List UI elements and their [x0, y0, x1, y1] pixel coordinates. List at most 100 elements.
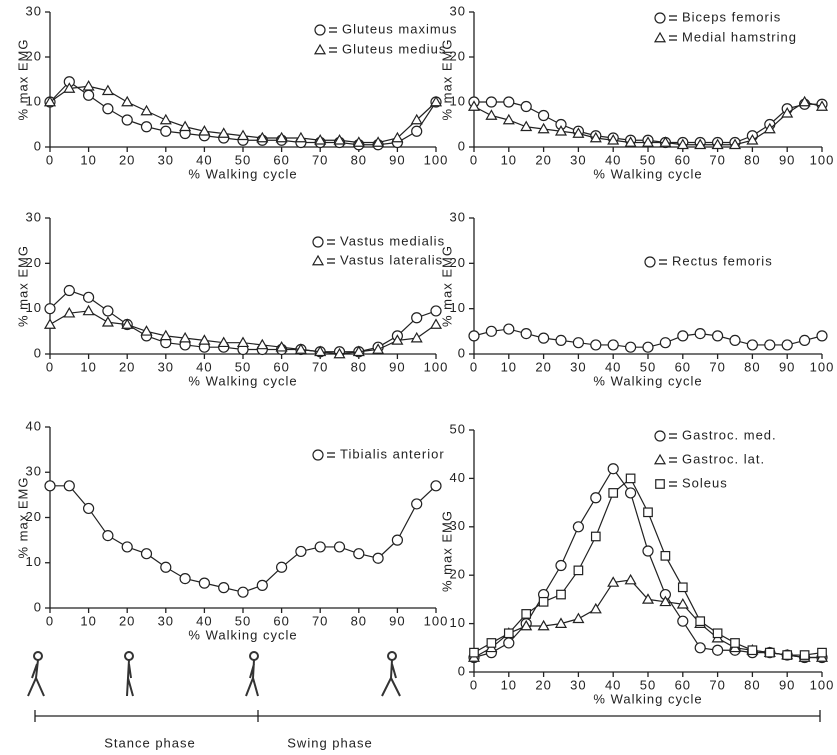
y-tick-label: 0 [34, 138, 42, 153]
x-tick-label: 70 [709, 677, 725, 692]
data-point [314, 134, 327, 145]
legend-marker [313, 43, 327, 55]
y-tick-label: 0 [34, 345, 42, 360]
data-point [747, 645, 758, 656]
data-point [590, 531, 601, 542]
data-point [503, 637, 515, 649]
data-point [677, 582, 688, 593]
data-point [294, 343, 307, 354]
legend-marker [314, 24, 326, 36]
legend-label: Biceps femoris [682, 9, 781, 24]
x-tick-label: 100 [810, 677, 835, 692]
y-tick-label: 0 [458, 663, 466, 678]
data-point [82, 80, 95, 91]
x-tick-label: 100 [424, 613, 449, 628]
data-point [781, 107, 794, 118]
x-tick-label: 30 [570, 152, 586, 167]
x-tick-label: 100 [424, 152, 449, 167]
data-point [140, 121, 153, 133]
data-point [333, 347, 346, 359]
y-tick-label: 20 [26, 255, 42, 270]
y-tick-label: 20 [26, 48, 42, 63]
data-point [556, 589, 566, 600]
y-axis-label: % max EMG [15, 245, 30, 327]
data-point [659, 136, 672, 147]
data-point [82, 304, 95, 316]
data-point [572, 521, 585, 533]
data-point [43, 95, 57, 107]
x-tick-label: 60 [273, 152, 289, 167]
data-point [43, 318, 57, 329]
data-point [746, 134, 759, 145]
data-point [121, 95, 134, 107]
y-tick-label: 10 [26, 554, 42, 569]
data-point [763, 122, 776, 134]
data-point [641, 136, 655, 147]
data-point [590, 339, 602, 351]
data-point [538, 596, 549, 607]
data-point [798, 95, 811, 107]
y-tick-label: 0 [458, 345, 466, 360]
y-tick-label: 30 [450, 518, 466, 533]
y-tick-label: 40 [450, 470, 466, 485]
data-point [102, 529, 114, 542]
data-point [217, 336, 230, 348]
x-tick-label: 60 [675, 359, 691, 374]
data-point [624, 136, 637, 147]
legend-label: Medial hamstring [682, 29, 797, 44]
data-point [590, 492, 602, 504]
x-tick-label: 30 [158, 152, 174, 167]
data-point [799, 650, 810, 660]
y-axis-label: % max EMG [439, 510, 454, 592]
data-point [429, 318, 443, 329]
data-point [572, 127, 585, 138]
x-tick-label: 100 [810, 152, 835, 167]
x-tick-label: 70 [709, 359, 725, 374]
data-point [102, 305, 114, 317]
data-point [276, 561, 288, 573]
data-point [160, 125, 172, 137]
data-point [764, 647, 775, 658]
data-point [782, 650, 793, 660]
data-point [411, 498, 423, 510]
data-point [589, 131, 602, 143]
data-point [572, 612, 585, 624]
data-point [63, 284, 75, 297]
x-tick-label: 60 [273, 359, 289, 374]
legend-marker [644, 256, 656, 268]
y-tick-label: 50 [450, 421, 466, 436]
data-point [469, 647, 479, 658]
data-point [746, 339, 759, 351]
data-point [294, 131, 307, 143]
phase-label: Swing phase [287, 735, 372, 750]
data-point [372, 343, 385, 354]
data-point [607, 463, 619, 475]
data-point [372, 136, 385, 147]
data-point [314, 541, 326, 553]
data-point [198, 334, 211, 345]
data-point [140, 104, 153, 116]
data-point [641, 593, 655, 604]
y-axis-label: % max EMG [439, 245, 454, 327]
legend-marker [655, 479, 665, 489]
x-axis-label: % Walking cycle [188, 627, 297, 642]
legend-label: Gastroc. lat. [682, 451, 765, 466]
data-point [554, 617, 568, 628]
data-point [352, 345, 365, 357]
data-point [642, 341, 654, 353]
x-tick-label: 60 [675, 152, 691, 167]
data-point [520, 619, 533, 631]
data-point [467, 100, 481, 111]
data-point [429, 95, 443, 107]
data-point [817, 647, 827, 658]
data-point [607, 339, 619, 351]
x-tick-label: 10 [501, 677, 517, 692]
data-point [391, 534, 403, 546]
legend-label: Gastroc. med. [682, 427, 777, 442]
data-point [236, 336, 250, 348]
y-tick-label: 20 [26, 509, 42, 524]
x-tick-label: 0 [470, 359, 478, 374]
data-point [537, 109, 550, 122]
data-point [728, 138, 742, 150]
x-tick-label: 0 [46, 613, 54, 628]
